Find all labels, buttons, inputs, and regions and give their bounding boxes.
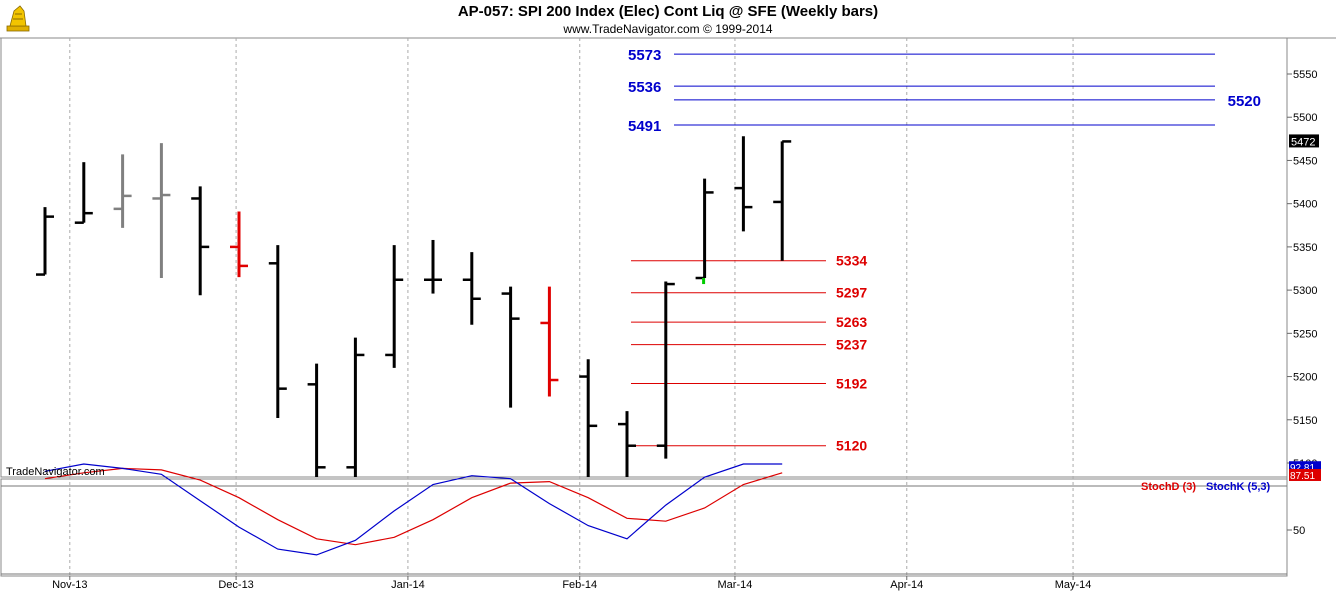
price-level-label: 5297 [836,285,867,301]
copyright-text: www.TradeNavigator.com © 1999-2014 [563,22,773,36]
last-price-box [1289,134,1319,148]
price-level-label: 5334 [836,253,867,269]
price-levels: 5573 5536 5520 5491 5334 5297 5263 5237 5192 5120 [628,47,1261,454]
stoch-d-value-box [1289,468,1321,481]
price-level-label: 5263 [836,314,867,330]
ohlc-bar [268,245,287,419]
x-tick-label: Apr-14 [890,579,923,591]
y-tick-label: 5500 [1293,112,1317,124]
ohlc-bar-group [36,136,792,477]
ohlc-bar [618,411,636,477]
trade-navigator-logo-icon [6,5,30,32]
ohlc-bar [462,252,481,325]
stoch-k-value: 92.81 [1290,463,1315,474]
ohlc-bar [540,286,559,397]
ohlc-bar [36,207,54,276]
price-level-label: 5520 [1228,93,1261,110]
price-level-label: 5237 [836,337,867,353]
x-tick-label: Nov-13 [52,579,87,591]
x-tick-label: Feb-14 [562,579,597,591]
y-tick-label: 5200 [1293,372,1317,384]
ohlc-bar [579,359,598,477]
watermark-text: TradeNavigator.com [6,466,105,478]
price-axis: 5100515052005250530053505400545055005550… [1287,69,1319,470]
price-level-label: 5192 [836,375,867,391]
y-tick-label: 5400 [1293,199,1317,211]
x-tick-label: May-14 [1055,579,1092,591]
date-axis: Nov-13 Dec-13 Jan-14 Feb-14 Mar-14 Apr-14 May-… [52,576,1091,591]
y-tick-label: 5250 [1293,328,1317,340]
ohlc-bar [656,281,675,459]
price-level-label: 5536 [628,79,661,96]
y-tick-label: 5450 [1293,155,1317,167]
ohlc-bar [424,239,442,294]
y-tick-label: 5300 [1293,285,1317,297]
ohlc-bar [74,162,93,224]
price-level-label: 5120 [836,438,867,454]
chart-frame [0,37,1336,577]
chart-title: AP-057: SPI 200 Index (Elec) Cont Liq @ … [457,3,879,20]
ohlc-bar [346,337,365,477]
ohlc-bar [385,245,404,368]
x-tick-label: Dec-13 [218,579,253,591]
stoch-k-legend: StochK (5,3) [1206,481,1271,493]
chart-header: AP-057: SPI 200 Index (Elec) Cont Liq @ … [0,0,1336,38]
ohlc-bar [501,286,520,408]
y-tick-label: 5350 [1293,242,1317,254]
stoch-d-line [44,467,783,546]
x-tick-label: Jan-14 [391,579,425,591]
ohlc-bar [152,143,171,279]
price-level-label: 5573 [628,47,661,64]
ohlc-bar [773,140,792,261]
last-price-label: 5472 [1291,136,1315,148]
ohlc-bars [36,136,792,477]
y-tick-label: 5150 [1293,415,1317,427]
ohlc-bar [191,186,210,296]
ohlc-bar [695,178,714,280]
ohlc-bar [113,154,132,228]
x-tick-label: Mar-14 [718,579,753,591]
stoch-d-legend: StochD (3) [1141,481,1196,493]
time-gridlines [69,38,1074,576]
price-level-label: 5491 [628,118,661,135]
ohlc-bar [307,363,326,477]
ohlc-bar [734,136,753,232]
y-tick-label: 5550 [1293,69,1317,81]
ohlc-bar [230,211,248,278]
stoch-tick-label: 50 [1293,525,1305,537]
stoch-k-line [44,463,783,556]
stoch-d-value: 87.51 [1290,471,1315,482]
